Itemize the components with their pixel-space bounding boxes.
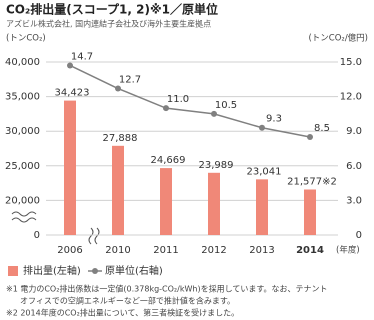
line-value-label: 10.5 [215, 100, 237, 111]
line-point [307, 133, 313, 140]
line-value-label: 12.7 [119, 75, 141, 86]
y-tick-label: 0 [34, 230, 40, 241]
bar-value-label: 34,423 [55, 88, 90, 99]
line-point [259, 124, 265, 131]
line-point [163, 105, 169, 112]
line-point [211, 110, 217, 117]
bar [256, 179, 268, 235]
y-axis-label: (トンCO₂) [6, 34, 46, 44]
line-value-label: 9.3 [266, 114, 282, 125]
legend-label: 排出量(左軸) [23, 264, 81, 277]
line-point [115, 85, 121, 92]
bar-value-label: 23,041 [247, 166, 282, 177]
bar-value-label: 21,577※2 [287, 176, 337, 187]
bar [112, 145, 124, 235]
line-value-label: 14.7 [71, 51, 93, 62]
chart-subtitle: アズビル株式会社, 国内連結子会社及び海外主要生産拠点 [6, 19, 211, 29]
footnote: ※1 電力のCO₂排出係数は一定値(0.378kg-CO₂/kWh)を採用してい… [6, 284, 328, 294]
y2-tick-label: 3.0 [346, 195, 362, 206]
y-tick-label: 25,000 [5, 161, 40, 172]
x-tick-label: 2013 [249, 245, 274, 256]
y2-tick-label: 12.0 [340, 92, 362, 103]
bar-value-label: 23,989 [199, 160, 234, 171]
x-tick-label: 2011 [153, 245, 178, 256]
y2-tick-label: 9.0 [346, 126, 362, 137]
line [69, 64, 311, 138]
y2-tick-label: 0 [356, 230, 362, 241]
bar [208, 172, 220, 235]
y-tick-label: 40,000 [5, 57, 40, 68]
legend-label: 原単位(右軸) [105, 264, 163, 277]
y2-tick-label: 15.0 [340, 57, 362, 68]
bar [304, 189, 316, 235]
y-tick-label: 20,000 [5, 195, 40, 206]
x-axis-label: (年度) [336, 245, 360, 256]
y-tick-label: 30,000 [5, 126, 40, 137]
footnote: オフィスでの空調エネルギーなど一部で推計値を含みます。 [20, 296, 235, 306]
y2-tick-label: 6.0 [346, 161, 362, 172]
x-tick-label: 2012 [201, 245, 226, 256]
legend-swatch [8, 266, 18, 276]
y2-axis-label: (トンCO₂/億円) [308, 33, 368, 44]
bar [160, 168, 172, 235]
chart-title: CO₂排出量(スコープ1, 2)※1／原単位 [6, 2, 218, 17]
line-value-label: 11.0 [167, 94, 189, 105]
bar-value-label: 27,888 [103, 133, 138, 144]
bar-value-label: 24,669 [151, 155, 186, 166]
bar [64, 100, 76, 236]
line-value-label: 8.5 [314, 123, 330, 134]
y-tick-label: 35,000 [5, 92, 40, 103]
legend-swatch [92, 268, 98, 274]
line-point [67, 62, 73, 69]
footnote: ※2 2014年度のCO₂排出量について、第三者検証を受けました。 [6, 308, 239, 318]
x-tick-label: 2006 [57, 245, 82, 256]
x-tick-label: 2014 [296, 245, 324, 256]
axis-break [11, 211, 100, 245]
x-tick-label: 2010 [105, 245, 130, 256]
